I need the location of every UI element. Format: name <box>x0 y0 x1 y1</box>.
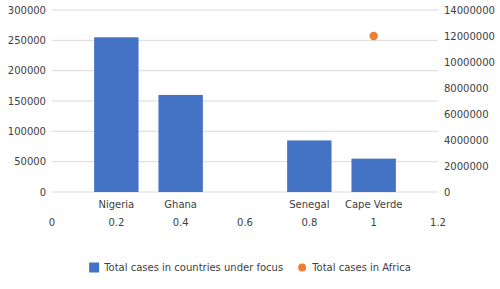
dot <box>369 32 377 40</box>
x-tick-label: 0.6 <box>237 217 253 228</box>
y-tick-label: 300000 <box>8 5 46 16</box>
x-tick-label: 0.2 <box>108 217 124 228</box>
y-tick-label: 0 <box>40 187 46 198</box>
legend-item: Total cases in countries under focus <box>89 262 283 273</box>
bar <box>94 37 138 192</box>
y2-tick-label: 4000000 <box>444 135 489 146</box>
y2-tick-label: 14000000 <box>444 5 495 16</box>
y2-tick-label: 0 <box>444 187 450 198</box>
marks <box>94 32 396 192</box>
y-tick-label: 200000 <box>8 65 46 76</box>
category-label: Cape Verde <box>345 199 402 210</box>
legend-key <box>298 264 306 272</box>
x-tick-label: 0 <box>49 217 55 228</box>
legend-label: Total cases in countries under focus <box>103 262 283 273</box>
category-label: Nigeria <box>98 199 134 210</box>
x-tick-label: 0.8 <box>301 217 317 228</box>
y2-tick-label: 8000000 <box>444 83 489 94</box>
category-label: Ghana <box>164 199 197 210</box>
legend-key <box>89 263 99 273</box>
y2-tick-label: 10000000 <box>444 57 495 68</box>
y-tick-label: 50000 <box>14 156 46 167</box>
legend: Total cases in countries under focus Tota… <box>89 262 411 273</box>
y-tick-label: 100000 <box>8 126 46 137</box>
bar <box>158 95 202 192</box>
legend-item: Total cases in Africa <box>298 262 411 273</box>
x-tick-label: 0.4 <box>173 217 189 228</box>
y-tick-label: 150000 <box>8 96 46 107</box>
category-label: Senegal <box>289 199 329 210</box>
y2-tick-label: 2000000 <box>444 161 489 172</box>
grid <box>52 10 438 192</box>
legend-label: Total cases in Africa <box>311 262 411 273</box>
bar <box>351 159 395 192</box>
x-tick-label: 1.2 <box>430 217 446 228</box>
y-tick-label: 250000 <box>8 35 46 46</box>
y2-tick-label: 6000000 <box>444 109 489 120</box>
x-tick-label: 1 <box>370 217 376 228</box>
grid-line <box>52 10 438 11</box>
chart: 0 50000 100000 150000 200000 250000 300000 0 200… <box>0 0 500 289</box>
y2-tick-label: 12000000 <box>444 31 495 42</box>
bar <box>287 140 331 192</box>
